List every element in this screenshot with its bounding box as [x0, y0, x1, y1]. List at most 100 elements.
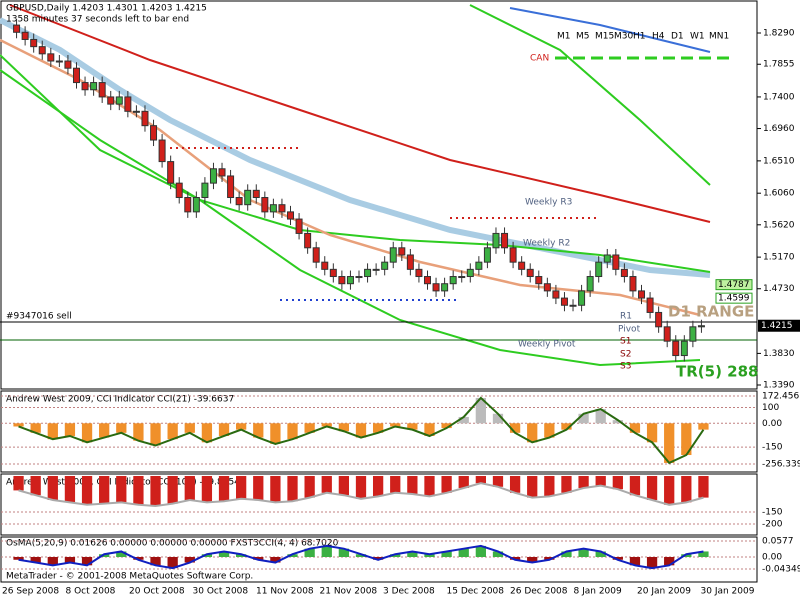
histogram-bar — [253, 476, 264, 500]
candle-body — [175, 182, 183, 199]
histogram-bar — [270, 476, 281, 503]
date-label: 26 Dec 2008 — [510, 587, 568, 597]
histogram-bar — [698, 423, 709, 430]
candle-body — [346, 276, 354, 285]
candle-body — [638, 290, 646, 299]
histogram-bar — [595, 551, 606, 557]
histogram-bar — [321, 476, 332, 493]
candle-body — [38, 46, 46, 55]
histogram-bar — [253, 423, 264, 438]
candle-body — [355, 276, 363, 279]
histogram-bar — [287, 554, 298, 557]
histogram-bar — [338, 548, 350, 557]
indicator-axis-label: 0.00 — [762, 553, 782, 563]
date-label: 20 Jan 2009 — [637, 587, 691, 597]
indicator-line — [18, 544, 704, 570]
histogram-bar — [458, 548, 469, 557]
indicator-axis-label: -0.04349 — [762, 565, 800, 575]
histogram-bar — [595, 409, 606, 424]
candle-body — [560, 297, 568, 306]
price-label: 1.3830 — [763, 349, 795, 359]
timeframe: MN1 — [709, 32, 729, 42]
histogram-bar — [218, 423, 230, 436]
candle-body — [492, 232, 500, 249]
histogram-bar — [407, 551, 418, 557]
indicator-axis-label: 100 — [762, 403, 779, 413]
candle-body — [552, 290, 560, 299]
histogram-bar — [492, 413, 504, 424]
candle-body — [81, 82, 89, 91]
date-label: 8 Jan 2009 — [574, 587, 622, 597]
indicator-axis-label: -150 — [762, 508, 783, 518]
histogram-bar — [578, 548, 589, 557]
candle-body — [158, 139, 166, 163]
candle-body — [252, 189, 260, 199]
annotation: Weekly R3 — [525, 198, 572, 208]
main-panel — [0, 0, 758, 390]
histogram-bar — [458, 476, 469, 488]
copyright: MetaTrader - © 2001-2008 MetaQuotes Soft… — [6, 572, 253, 582]
candle-body — [423, 276, 431, 285]
candle-body — [304, 232, 312, 249]
histogram-bar — [390, 554, 401, 557]
histogram-bar — [629, 557, 641, 566]
timeframe: M15 — [595, 32, 614, 42]
price-label: 1.6510 — [763, 156, 795, 166]
annotation: Weekly Pivot — [518, 340, 576, 350]
annotation: S2 — [620, 350, 631, 360]
histogram-bar — [304, 548, 315, 557]
histogram-bar — [698, 476, 709, 498]
candle-body — [141, 110, 149, 127]
candle-body — [312, 247, 320, 263]
annotation: R1 — [620, 312, 632, 322]
candle-body — [321, 261, 329, 270]
histogram-bar — [372, 557, 384, 560]
candle-body — [261, 197, 269, 213]
candle-body — [415, 268, 423, 278]
candle-body — [612, 254, 620, 270]
histogram-bar — [578, 476, 589, 488]
candle-body — [107, 96, 115, 105]
candle-body — [381, 261, 389, 270]
histogram-bar — [595, 476, 606, 486]
tr-label: TR(5) 288 — [676, 363, 758, 381]
candle-body — [90, 82, 98, 91]
histogram-bar — [629, 476, 641, 496]
histogram-bar — [133, 423, 144, 441]
indicator-axis-label: -150 — [762, 443, 783, 453]
candle-body — [115, 96, 123, 105]
timeframe: D1 — [671, 32, 684, 42]
indicator-line — [18, 396, 705, 465]
current-price-box — [758, 319, 800, 332]
panel-label: OsMA(5,20,9) 0.01626 0.00000 0.00000 0.0… — [6, 539, 339, 549]
current-price: 1.4215 — [761, 321, 793, 331]
histogram-bar — [201, 423, 213, 443]
histogram-bar — [287, 476, 298, 502]
histogram-bar — [116, 476, 127, 503]
level-box — [715, 279, 753, 291]
histogram-bar — [13, 423, 24, 427]
histogram-bar — [424, 554, 435, 557]
histogram-bar — [424, 423, 435, 436]
bar-timer: 1358 minutes 37 seconds left to bar end — [6, 15, 189, 25]
histogram-bar — [167, 423, 178, 440]
candle-body — [278, 204, 286, 213]
date-label: 26 Sep 2008 — [2, 587, 59, 597]
candle-body — [167, 161, 175, 184]
histogram-bar — [441, 423, 452, 429]
histogram-bar — [64, 423, 76, 436]
candle-body — [55, 60, 63, 63]
histogram-bar — [338, 423, 350, 432]
histogram-bar — [390, 423, 401, 427]
candle-body — [372, 268, 380, 271]
indicator-axis-label: -256.339 — [762, 459, 800, 469]
level-label: 1.4599 — [718, 294, 750, 304]
histogram-bar — [681, 423, 692, 456]
price-label: 1.4730 — [763, 284, 795, 294]
histogram-bar — [13, 557, 24, 560]
histogram-bar — [218, 476, 230, 502]
candle-body — [578, 290, 586, 306]
candle-body — [689, 326, 697, 342]
candle-body — [192, 197, 200, 213]
candle-body — [466, 268, 474, 278]
